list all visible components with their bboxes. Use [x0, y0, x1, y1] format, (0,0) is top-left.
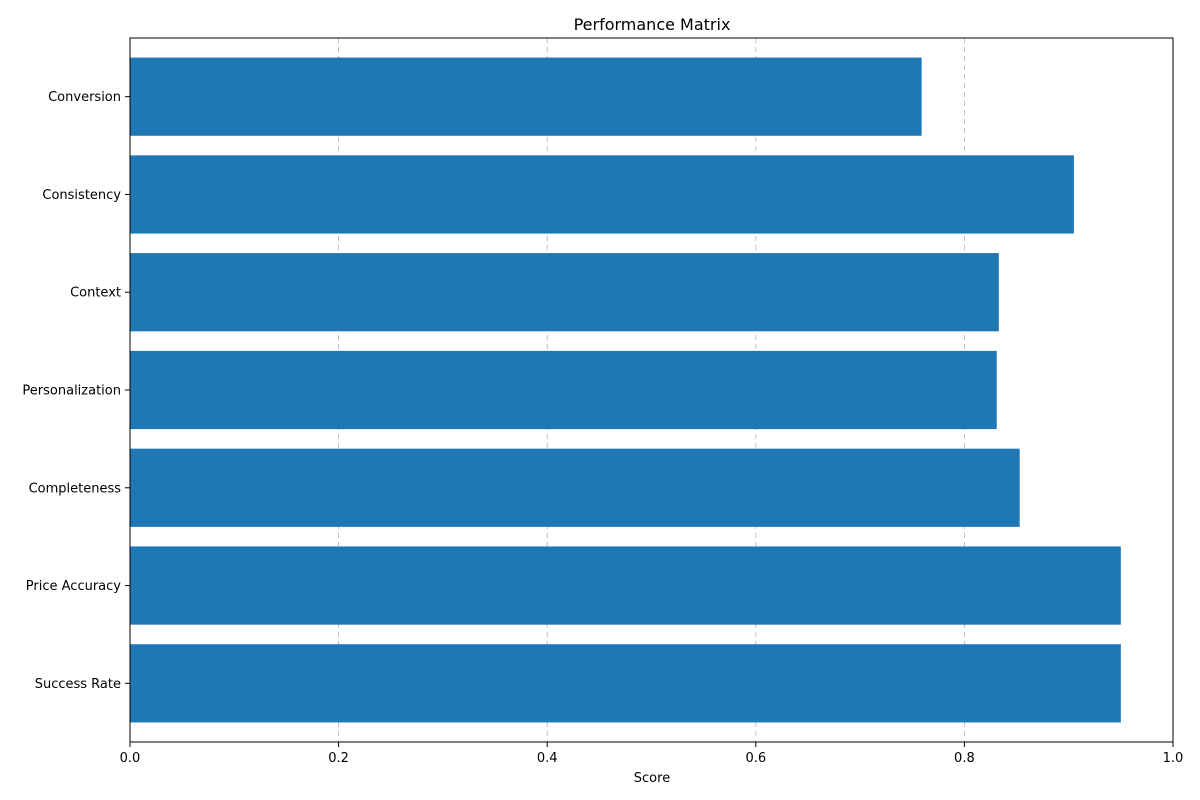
y-tick-label: Completeness [29, 481, 122, 496]
bar-conversion [130, 57, 922, 136]
x-tick-label: 0.8 [954, 751, 975, 766]
bar-consistency [130, 155, 1074, 234]
x-tick-label: 0.4 [537, 751, 558, 766]
bar-completeness [130, 448, 1020, 527]
bars [130, 57, 1121, 723]
bar-context [130, 253, 999, 332]
y-tick-label: Conversion [48, 90, 121, 105]
bar-price-accuracy [130, 546, 1121, 625]
bar-success-rate [130, 644, 1121, 723]
x-axis-title: Score [634, 771, 670, 786]
x-axis-ticks: 0.0 0.2 0.4 0.6 0.8 1.0 [120, 742, 1184, 766]
bar-personalization [130, 350, 997, 430]
y-tick-label: Success Rate [35, 677, 121, 692]
x-tick-label: 0.2 [328, 751, 349, 766]
y-tick-label: Context [70, 286, 121, 301]
chart-title: Performance Matrix [574, 15, 731, 34]
x-tick-label: 0.6 [745, 751, 766, 766]
y-tick-label: Price Accuracy [26, 579, 122, 594]
y-axis-ticks: Success Rate Price Accuracy Completeness Pe… [22, 90, 130, 692]
x-tick-label: 1.0 [1163, 751, 1184, 766]
y-tick-label: Consistency [42, 188, 121, 203]
x-tick-label: 0.0 [120, 751, 141, 766]
y-tick-label: Personalization [22, 384, 121, 399]
